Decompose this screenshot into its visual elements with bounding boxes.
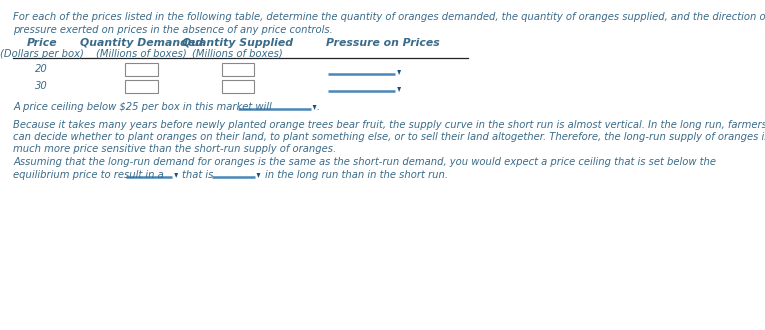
Text: 30: 30 <box>35 81 48 91</box>
Bar <box>222 80 254 92</box>
Text: that is: that is <box>182 170 213 180</box>
Bar <box>125 62 158 76</box>
Text: Pressure on Prices: Pressure on Prices <box>326 38 440 48</box>
Text: (Millions of boxes): (Millions of boxes) <box>96 49 187 59</box>
Text: (Millions of boxes): (Millions of boxes) <box>192 49 283 59</box>
Text: A price ceiling below $25 per box in this market will: A price ceiling below $25 per box in thi… <box>13 102 272 112</box>
Text: 20: 20 <box>35 64 48 74</box>
Text: much more price sensitive than the short-run supply of oranges.: much more price sensitive than the short… <box>13 144 337 154</box>
Text: in the long run than in the short run.: in the long run than in the short run. <box>265 170 448 180</box>
Text: pressure exerted on prices in the absence of any price controls.: pressure exerted on prices in the absenc… <box>13 25 333 35</box>
Text: Price: Price <box>26 38 57 48</box>
Polygon shape <box>313 105 317 110</box>
Polygon shape <box>256 173 260 178</box>
Text: can decide whether to plant oranges on their land, to plant something else, or t: can decide whether to plant oranges on t… <box>13 132 765 142</box>
Bar <box>222 62 254 76</box>
Text: .: . <box>316 102 319 112</box>
Text: (Dollars per box): (Dollars per box) <box>0 49 83 59</box>
Text: For each of the prices listed in the following table, determine the quantity of : For each of the prices listed in the fol… <box>13 12 765 22</box>
Text: equilibrium price to result in a: equilibrium price to result in a <box>13 170 164 180</box>
Text: Quantity Demanded: Quantity Demanded <box>80 38 203 48</box>
Text: Assuming that the long-run demand for oranges is the same as the short-run deman: Assuming that the long-run demand for or… <box>13 157 716 167</box>
Text: Quantity Supplied: Quantity Supplied <box>182 38 293 48</box>
Polygon shape <box>397 87 401 92</box>
Polygon shape <box>397 70 401 75</box>
Polygon shape <box>174 173 178 178</box>
Text: Because it takes many years before newly planted orange trees bear fruit, the su: Because it takes many years before newly… <box>13 120 765 130</box>
Bar <box>125 80 158 92</box>
